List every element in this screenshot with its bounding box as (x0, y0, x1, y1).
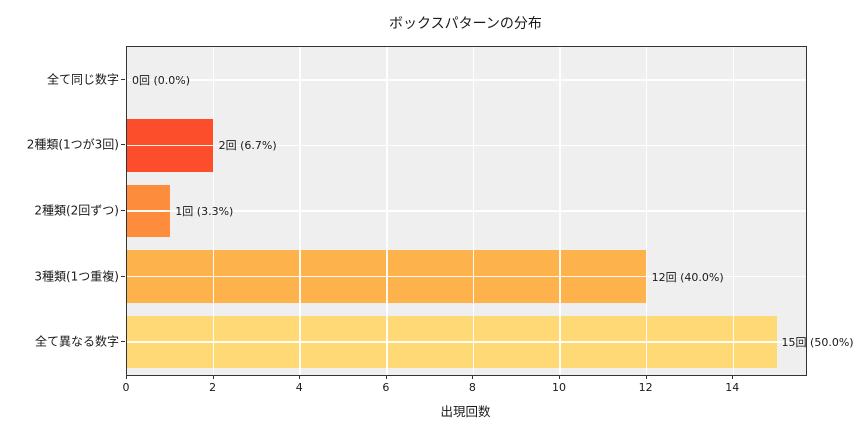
x-axis-tick-label: 0 (122, 381, 130, 394)
x-axis-tick-mark (126, 375, 127, 379)
x-axis-tick-label: 14 (725, 381, 740, 394)
plot-area: 0回 (0.0%) 2回 (6.7%) 1回 (3.3%) 12回 (40.0%) 15… (126, 46, 854, 376)
x-axis-tick-label: 6 (382, 381, 390, 394)
gridline-horizontal (127, 210, 806, 212)
x-axis-tick-label: 8 (468, 381, 476, 394)
bar-value-label: 15回 (50.0%) (781, 336, 854, 350)
x-axis-tick-mark (472, 375, 474, 379)
x-axis-tick-label: 4 (295, 381, 303, 394)
x-axis-tick-mark (299, 375, 301, 379)
x-axis-label: 出現回数 (440, 404, 491, 419)
y-axis-tick-label: 全て同じ数字 (46, 72, 119, 87)
y-axis-tick-mark (121, 78, 125, 80)
gridline-horizontal (127, 144, 806, 147)
chart-title: ボックスパターンの分布 (389, 16, 542, 32)
y-axis-tick-label: 全て異なる数字 (34, 334, 119, 349)
x-axis-tick-label: 12 (638, 381, 653, 394)
gridline-horizontal (127, 79, 806, 81)
x-axis-tick-label: 10 (552, 381, 567, 394)
y-axis-tick-label: 2種類(2回ずつ) (34, 203, 119, 218)
x-axis-tick-mark (732, 375, 734, 379)
bar-value-label: 2回 (6.7%) (218, 139, 277, 153)
x-axis-tick-label: 2 (209, 381, 217, 394)
gridline-horizontal (127, 341, 806, 343)
bar-value-label: 1回 (3.3%) (175, 205, 234, 218)
y-axis-tick-mark (121, 341, 125, 343)
y-axis-tick-label: 2種類(1つが3回) (26, 137, 119, 152)
gridline-horizontal (127, 275, 806, 278)
x-axis-tick-mark (212, 375, 214, 379)
y-axis-tick-mark (121, 144, 125, 146)
bar-value-label: 0回 (0.0%) (132, 73, 191, 87)
x-axis-tick-mark (645, 375, 647, 379)
bar-value-label: 12回 (40.0%) (651, 270, 724, 284)
y-axis-tick-mark (121, 210, 125, 211)
x-axis-tick-mark (385, 375, 387, 379)
x-axis-tick-mark (559, 375, 561, 379)
y-axis-tick-mark (121, 275, 125, 277)
y-axis-tick-label: 3種類(1つ重複) (34, 269, 119, 284)
